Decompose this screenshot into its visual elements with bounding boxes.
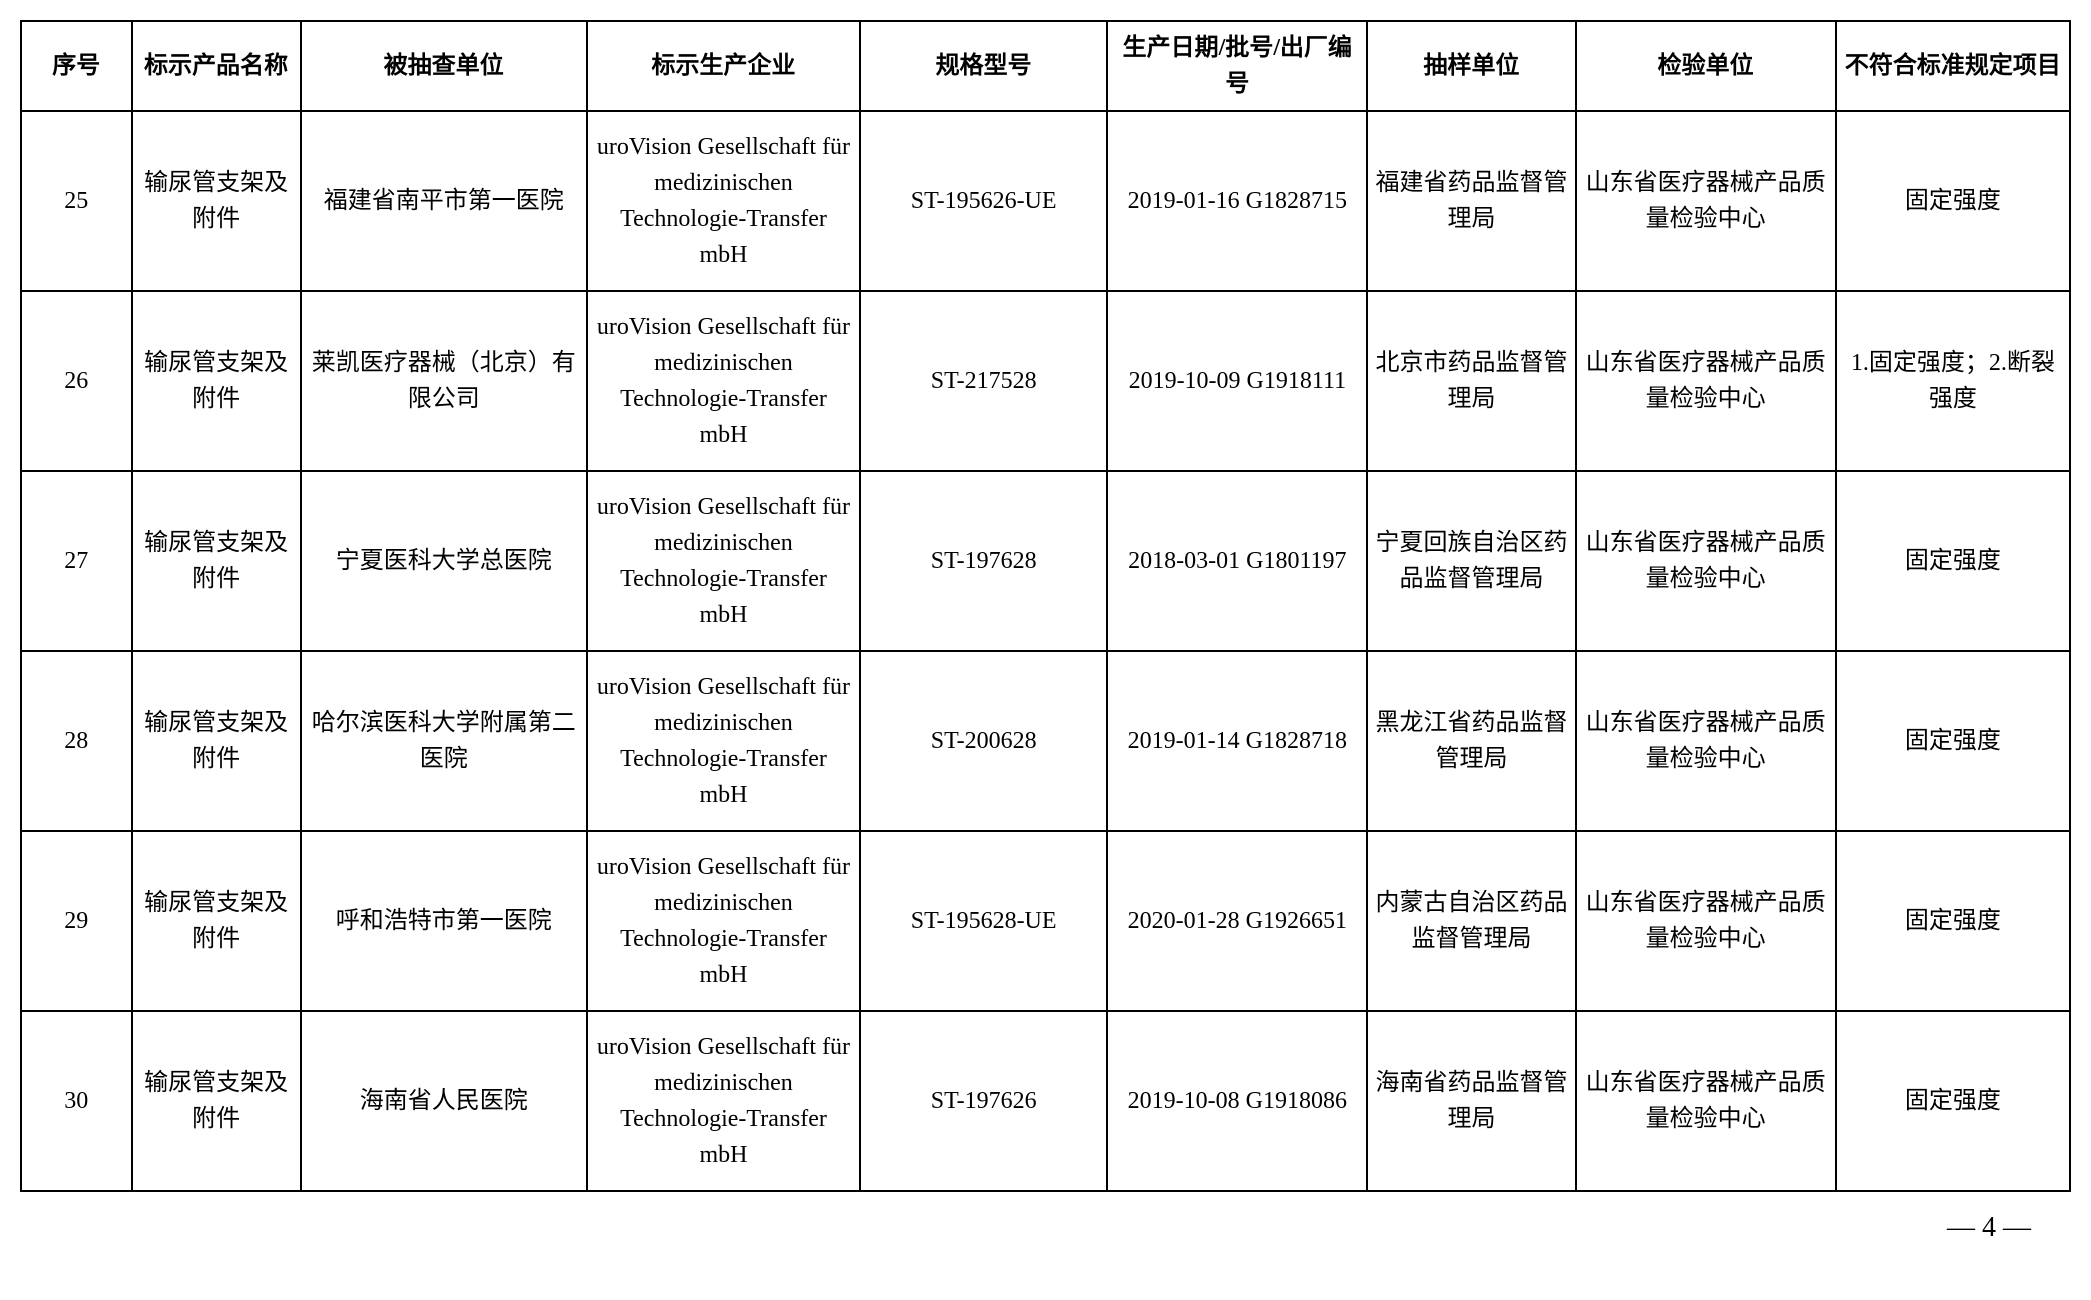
cell-seq: 28 — [21, 651, 132, 831]
header-date: 生产日期/批号/出厂编号 — [1107, 21, 1367, 111]
header-sampling: 抽样单位 — [1367, 21, 1575, 111]
table-row: 29输尿管支架及附件呼和浩特市第一医院uroVision Gesellschaf… — [21, 831, 2070, 1011]
cell-date: 2019-10-08 G1918086 — [1107, 1011, 1367, 1191]
cell-date: 2019-01-16 G1828715 — [1107, 111, 1367, 291]
cell-manufacturer: uroVision Gesellschaft für medizinischen… — [587, 651, 860, 831]
cell-testing: 山东省医疗器械产品质量检验中心 — [1576, 471, 1836, 651]
table-row: 27输尿管支架及附件宁夏医科大学总医院uroVision Gesellschaf… — [21, 471, 2070, 651]
cell-sampling: 宁夏回族自治区药品监督管理局 — [1367, 471, 1575, 651]
cell-product: 输尿管支架及附件 — [132, 111, 301, 291]
cell-manufacturer: uroVision Gesellschaft für medizinischen… — [587, 471, 860, 651]
cell-model: ST-197626 — [860, 1011, 1107, 1191]
header-manufacturer: 标示生产企业 — [587, 21, 860, 111]
table-header-row: 序号 标示产品名称 被抽查单位 标示生产企业 规格型号 生产日期/批号/出厂编号… — [21, 21, 2070, 111]
cell-date: 2018-03-01 G1801197 — [1107, 471, 1367, 651]
cell-testing: 山东省医疗器械产品质量检验中心 — [1576, 111, 1836, 291]
header-model: 规格型号 — [860, 21, 1107, 111]
cell-testing: 山东省医疗器械产品质量检验中心 — [1576, 831, 1836, 1011]
cell-noncompliant: 固定强度 — [1836, 651, 2070, 831]
cell-sampling: 内蒙古自治区药品监督管理局 — [1367, 831, 1575, 1011]
cell-manufacturer: uroVision Gesellschaft für medizinischen… — [587, 1011, 860, 1191]
table-row: 25输尿管支架及附件福建省南平市第一医院uroVision Gesellscha… — [21, 111, 2070, 291]
cell-product: 输尿管支架及附件 — [132, 651, 301, 831]
header-inspected: 被抽查单位 — [301, 21, 587, 111]
inspection-table: 序号 标示产品名称 被抽查单位 标示生产企业 规格型号 生产日期/批号/出厂编号… — [20, 20, 2071, 1192]
cell-sampling: 福建省药品监督管理局 — [1367, 111, 1575, 291]
cell-seq: 30 — [21, 1011, 132, 1191]
cell-date: 2019-01-14 G1828718 — [1107, 651, 1367, 831]
cell-inspected: 哈尔滨医科大学附属第二医院 — [301, 651, 587, 831]
cell-seq: 25 — [21, 111, 132, 291]
cell-manufacturer: uroVision Gesellschaft für medizinischen… — [587, 111, 860, 291]
cell-noncompliant: 固定强度 — [1836, 471, 2070, 651]
cell-date: 2019-10-09 G1918111 — [1107, 291, 1367, 471]
cell-model: ST-197628 — [860, 471, 1107, 651]
cell-testing: 山东省医疗器械产品质量检验中心 — [1576, 1011, 1836, 1191]
cell-testing: 山东省医疗器械产品质量检验中心 — [1576, 291, 1836, 471]
cell-product: 输尿管支架及附件 — [132, 291, 301, 471]
table-body: 25输尿管支架及附件福建省南平市第一医院uroVision Gesellscha… — [21, 111, 2070, 1191]
cell-seq: 27 — [21, 471, 132, 651]
cell-manufacturer: uroVision Gesellschaft für medizinischen… — [587, 831, 860, 1011]
cell-sampling: 黑龙江省药品监督管理局 — [1367, 651, 1575, 831]
header-testing: 检验单位 — [1576, 21, 1836, 111]
table-row: 28输尿管支架及附件哈尔滨医科大学附属第二医院uroVision Gesells… — [21, 651, 2070, 831]
cell-noncompliant: 1.固定强度；2.断裂强度 — [1836, 291, 2070, 471]
cell-manufacturer: uroVision Gesellschaft für medizinischen… — [587, 291, 860, 471]
cell-inspected: 海南省人民医院 — [301, 1011, 587, 1191]
cell-inspected: 呼和浩特市第一医院 — [301, 831, 587, 1011]
cell-inspected: 宁夏医科大学总医院 — [301, 471, 587, 651]
cell-noncompliant: 固定强度 — [1836, 1011, 2070, 1191]
table-row: 30输尿管支架及附件海南省人民医院uroVision Gesellschaft … — [21, 1011, 2070, 1191]
header-noncompliant: 不符合标准规定项目 — [1836, 21, 2070, 111]
cell-noncompliant: 固定强度 — [1836, 111, 2070, 291]
cell-seq: 29 — [21, 831, 132, 1011]
cell-inspected: 福建省南平市第一医院 — [301, 111, 587, 291]
cell-noncompliant: 固定强度 — [1836, 831, 2070, 1011]
cell-model: ST-195628-UE — [860, 831, 1107, 1011]
table-row: 26输尿管支架及附件莱凯医疗器械（北京）有限公司uroVision Gesell… — [21, 291, 2070, 471]
header-seq: 序号 — [21, 21, 132, 111]
cell-seq: 26 — [21, 291, 132, 471]
cell-model: ST-195626-UE — [860, 111, 1107, 291]
header-product: 标示产品名称 — [132, 21, 301, 111]
cell-model: ST-200628 — [860, 651, 1107, 831]
cell-date: 2020-01-28 G1926651 — [1107, 831, 1367, 1011]
cell-product: 输尿管支架及附件 — [132, 1011, 301, 1191]
page-number: — 4 — — [20, 1212, 2071, 1244]
cell-inspected: 莱凯医疗器械（北京）有限公司 — [301, 291, 587, 471]
cell-sampling: 北京市药品监督管理局 — [1367, 291, 1575, 471]
cell-sampling: 海南省药品监督管理局 — [1367, 1011, 1575, 1191]
cell-model: ST-217528 — [860, 291, 1107, 471]
cell-product: 输尿管支架及附件 — [132, 831, 301, 1011]
cell-product: 输尿管支架及附件 — [132, 471, 301, 651]
cell-testing: 山东省医疗器械产品质量检验中心 — [1576, 651, 1836, 831]
